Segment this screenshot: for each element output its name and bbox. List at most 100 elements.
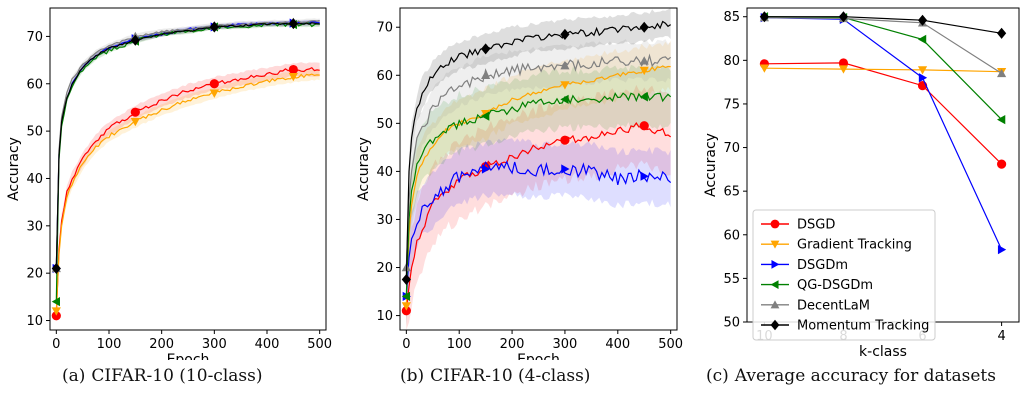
- b-xlabel: Epoch: [517, 352, 560, 360]
- c-point-dsgdm: [918, 73, 928, 83]
- b-band-dsgdm: [406, 138, 671, 326]
- c-xlabel: k-class: [859, 344, 907, 360]
- c-legend-marker: [770, 300, 780, 309]
- b-line-dsgd: [405, 121, 672, 311]
- a-point-dsgd: [288, 64, 298, 75]
- a-xtick-label: 500: [307, 337, 332, 352]
- b-line-qg-dsgdm: [405, 92, 672, 297]
- b-point-decentlam: [481, 70, 491, 79]
- b-xtick-label: 200: [500, 337, 525, 352]
- a-band-qg-dsgdm: [56, 21, 320, 304]
- c-line-momentum-tracking: [764, 16, 1002, 34]
- b-point-dsgd: [401, 306, 411, 316]
- c-line-gradient-tracking: [764, 67, 1002, 73]
- c-ylabel: Accuracy: [703, 133, 719, 197]
- c-point-momentum-tracking: [759, 11, 769, 23]
- c-legend-label: DSGDm: [797, 258, 848, 273]
- c-point-dsgdm: [997, 245, 1007, 255]
- a-point-gradient-tracking: [288, 72, 298, 82]
- c-line-dsgd: [764, 62, 1003, 165]
- c-legend-label: Gradient Tracking: [797, 238, 912, 253]
- a-ytick-label: 10: [26, 314, 43, 329]
- c-point-qg-dsgdm: [917, 34, 927, 44]
- a-point-dsgd: [130, 107, 140, 117]
- caption-b-text: CIFAR-10 (4-class): [430, 366, 591, 386]
- c-xtick-label: 4: [997, 329, 1005, 344]
- chart-c: 505560657075808510864k-classAccuracyDSGD…: [703, 7, 1020, 360]
- b-line-dsgdm: [405, 160, 672, 297]
- a-point-dsgd: [51, 311, 61, 321]
- c-legend-marker: [770, 280, 779, 289]
- a-point-momentum-tracking: [51, 262, 61, 274]
- c-ytick-label: 75: [723, 97, 740, 112]
- b-point-momentum-tracking: [560, 28, 570, 40]
- caption-b: (b) CIFAR-10 (4-class): [400, 366, 590, 386]
- c-ytick-label: 80: [723, 54, 740, 69]
- a-point-gradient-tracking: [51, 307, 61, 316]
- caption-c: (c) Average accuracy for datasets: [706, 366, 996, 386]
- c-line-decentlam: [764, 17, 1002, 74]
- c-ytick-label: 55: [723, 272, 740, 287]
- a-ylabel: Accuracy: [6, 137, 22, 201]
- b-point-qg-dsgdm: [401, 291, 411, 301]
- caption-a: (a) CIFAR-10 (10-class): [62, 366, 263, 386]
- a-point-momentum-tracking: [288, 18, 298, 30]
- c-legend-marker: [770, 240, 780, 249]
- c-legend-marker: [771, 260, 780, 269]
- c-ytick-label: 85: [723, 10, 740, 25]
- c-ytick-label: 50: [723, 316, 740, 331]
- b-point-gradient-tracking: [639, 66, 649, 76]
- b-point-dsgdm: [640, 171, 649, 181]
- a-ytick-label: 20: [26, 267, 43, 282]
- b-xtick-label: 100: [447, 337, 472, 352]
- c-legend-label: QG-DSGDm: [797, 278, 873, 293]
- b-point-decentlam: [560, 61, 570, 70]
- b-band-qg-dsgdm: [406, 64, 671, 325]
- b-xtick-label: 300: [553, 337, 578, 352]
- c-ytick-label: 60: [723, 228, 740, 243]
- c-point-momentum-tracking: [838, 11, 849, 23]
- a-ytick-label: 50: [26, 125, 43, 140]
- c-legend-marker: [770, 319, 780, 331]
- b-line-momentum-tracking: [405, 20, 672, 280]
- c-point-qg-dsgdm: [997, 115, 1006, 125]
- c-point-gradient-tracking: [917, 66, 928, 75]
- a-line-qg-dsgdm: [55, 22, 320, 302]
- chart-a: 10 20 30 40 50 60 70 0 100 200 300 400 500 Epoch Accur…: [6, 7, 332, 360]
- b-ytick-label: 30: [376, 213, 393, 228]
- a-point-momentum-tracking: [209, 21, 219, 33]
- a-band-gradient-tracking: [56, 68, 320, 317]
- a-xtick-label: 400: [255, 337, 280, 352]
- b-point-qg-dsgdm: [481, 111, 490, 121]
- b-ytick-label: 50: [376, 117, 393, 132]
- a-ytick-label: 70: [26, 30, 43, 45]
- a-line-momentum-tracking: [55, 22, 320, 269]
- b-ytick-label: 20: [376, 261, 393, 276]
- c-legend-label: DecentLaM: [797, 298, 870, 313]
- a-xtick-label: 0: [52, 337, 60, 352]
- b-point-momentum-tracking: [401, 274, 411, 286]
- caption-a-text: CIFAR-10 (10-class): [91, 366, 263, 386]
- a-point-dsgd: [209, 79, 219, 89]
- b-ytick-label: 10: [376, 309, 393, 324]
- b-ylabel: Accuracy: [356, 137, 372, 201]
- b-point-decentlam: [639, 56, 649, 65]
- b-point-dsgd: [560, 135, 570, 145]
- a-xtick-label: 200: [149, 337, 174, 352]
- b-point-dsgd: [639, 121, 649, 131]
- b-point-dsgdm: [561, 164, 570, 174]
- c-point-dsgd: [997, 159, 1007, 169]
- a-point-qg-dsgdm: [51, 296, 61, 307]
- b-band-dsgd: [406, 84, 671, 330]
- a-ytick-label: 30: [26, 219, 43, 234]
- caption-c-text: Average accuracy for datasets: [734, 366, 996, 386]
- b-point-qg-dsgdm: [639, 92, 648, 102]
- a-point-momentum-tracking: [130, 34, 140, 46]
- c-point-momentum-tracking: [917, 14, 928, 26]
- b-point-qg-dsgdm: [560, 94, 569, 104]
- a-xtick-label: 300: [202, 337, 227, 352]
- a-point-gradient-tracking: [209, 89, 219, 98]
- c-ytick-label: 70: [723, 141, 740, 156]
- caption-b-letter: (b): [400, 366, 425, 386]
- b-line-decentlam: [405, 53, 672, 268]
